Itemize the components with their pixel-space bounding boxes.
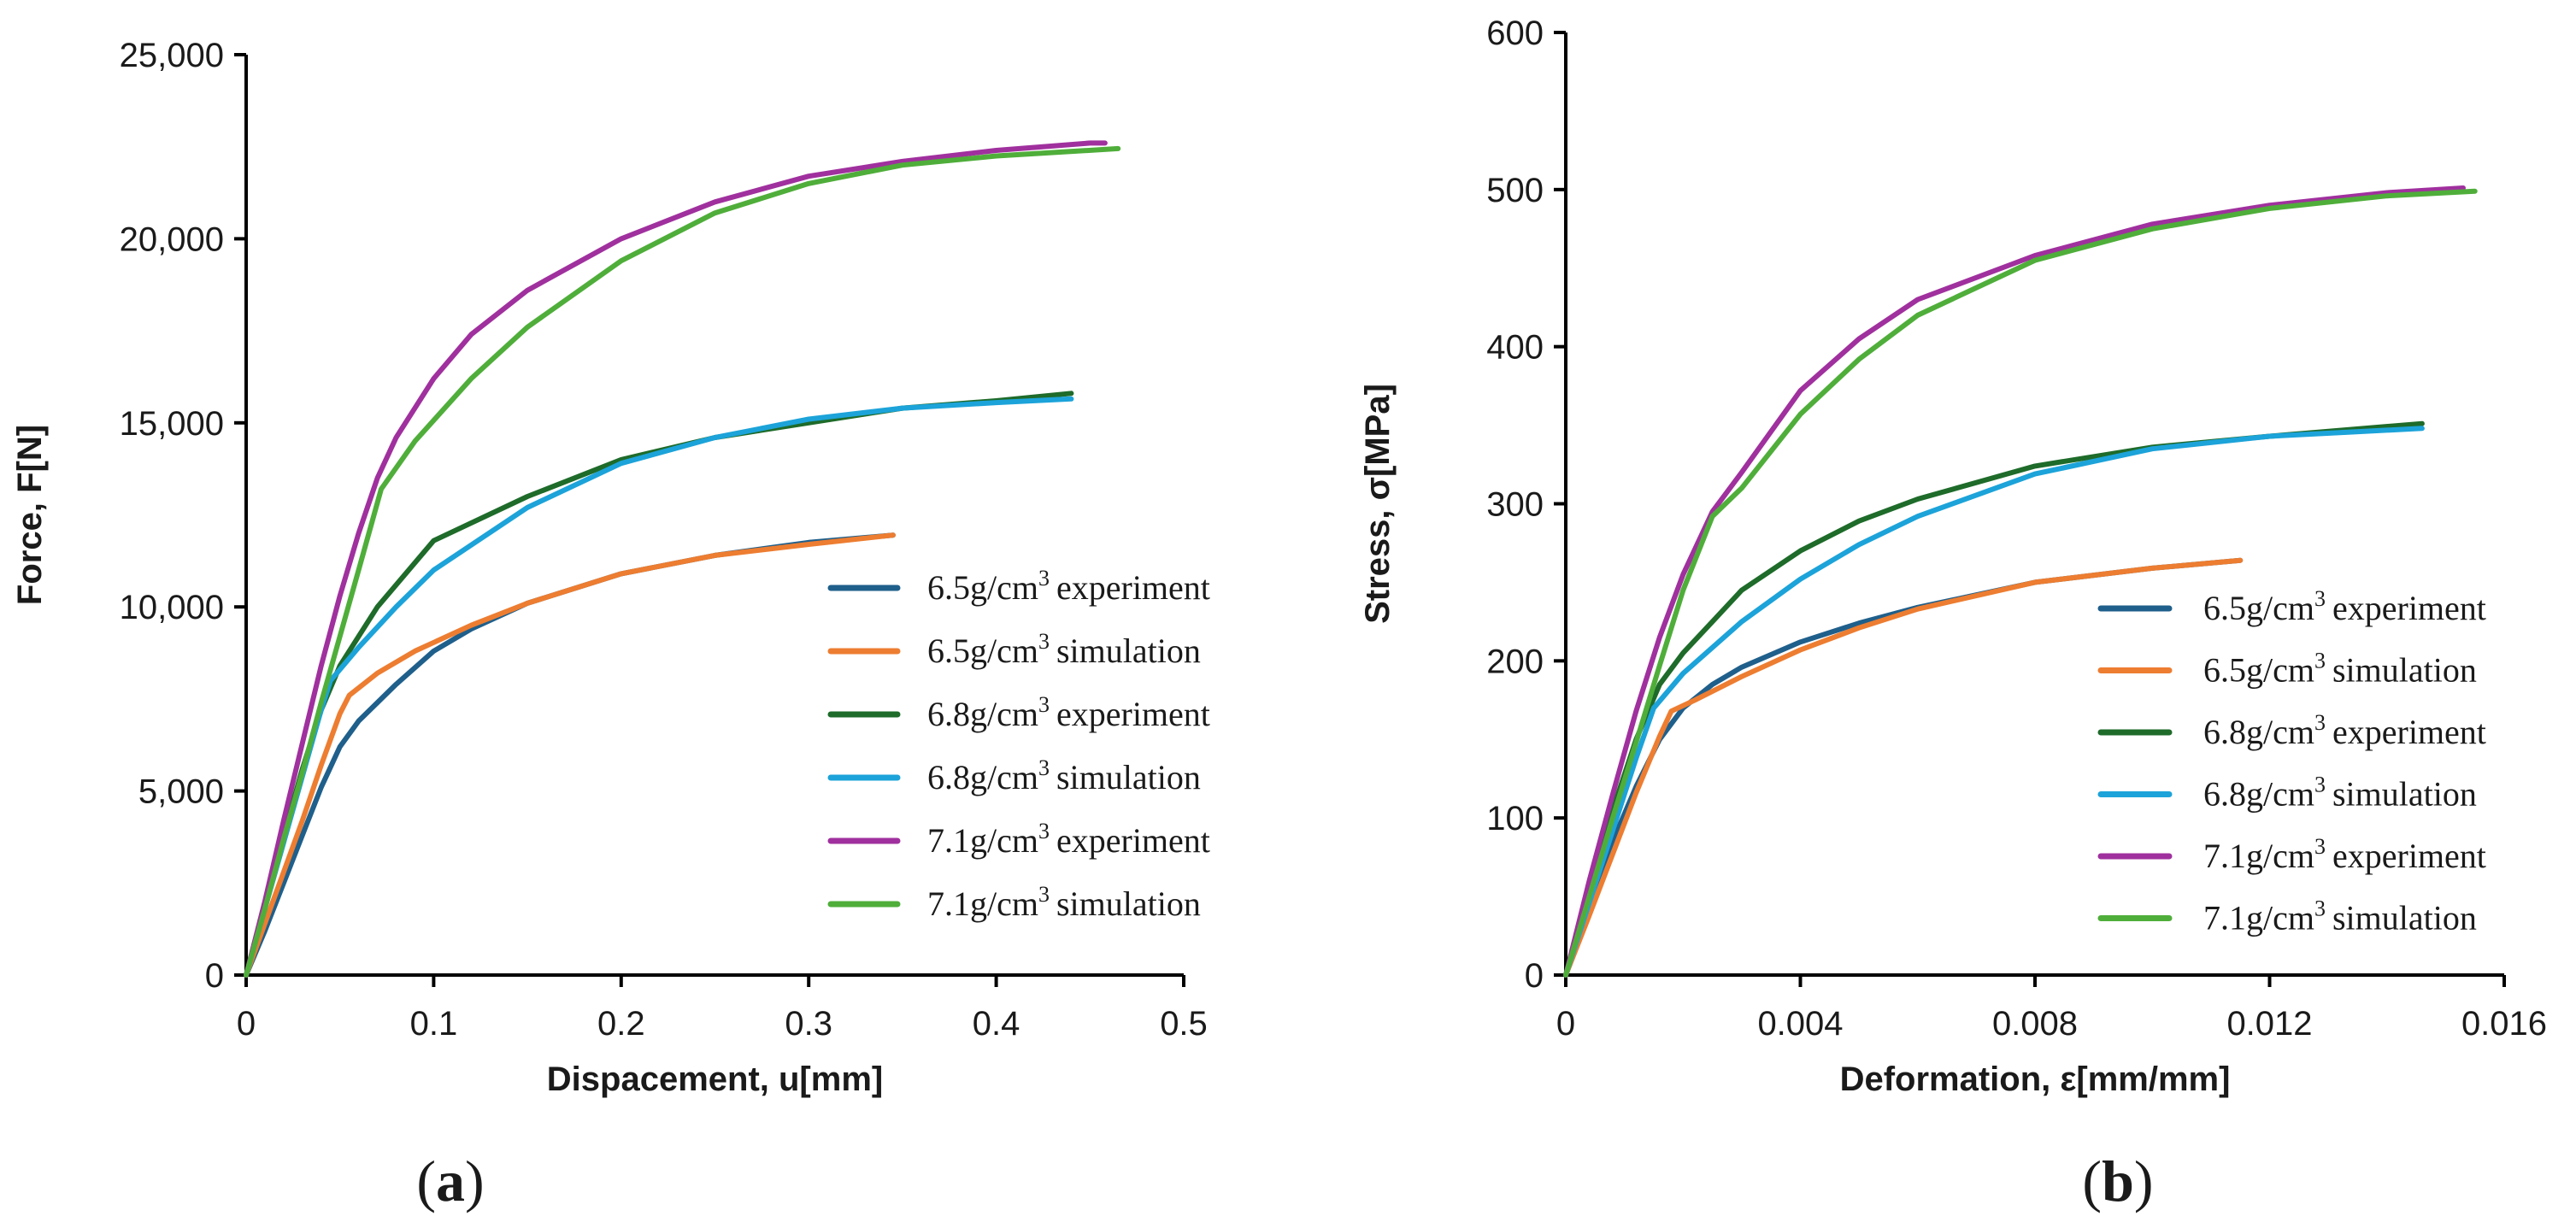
legend-entry-label: 6.8g/cm3 simulation: [927, 755, 1201, 796]
y-tick-label: 0: [1525, 957, 1544, 995]
y-tick-label: 300: [1486, 486, 1544, 524]
y-tick-label: 0: [205, 957, 224, 995]
legend-entry-label: 6.5g/cm3 simulation: [927, 629, 1201, 670]
y-tick-label: 100: [1486, 800, 1544, 837]
legend: 6.5g/cm3 experiment 6.5g/cm3 simulation 6.8g…: [827, 566, 1210, 923]
y-tick-label: 15,000: [120, 405, 224, 443]
y-tick-label: 600: [1486, 15, 1544, 52]
y-tick-label: 10,000: [120, 589, 224, 626]
series-line-7.1g-cm3-simulation: [1563, 188, 2478, 978]
y-tick-label: 500: [1486, 172, 1544, 209]
y-axis-title: Stress, σ[MPa]: [1359, 384, 1397, 624]
series-line-6.5g-cm3-experiment: [244, 532, 896, 978]
legend-entry-label: 7.1g/cm3 simulation: [927, 882, 1201, 923]
x-tick-label: 0.004: [1757, 1005, 1843, 1043]
y-tick-label: 200: [1486, 643, 1544, 680]
x-tick-label: 0.2: [597, 1005, 645, 1043]
series-line-7.1g-cm3-simulation: [244, 145, 1121, 978]
y-tick-label: 5,000: [138, 773, 224, 811]
panel-label: (b): [2082, 1149, 2153, 1213]
legend-entry-label: 6.5g/cm3 experiment: [927, 566, 1210, 607]
x-axis-title: Dispacement, u[mm]: [547, 1061, 883, 1098]
legend-entry-label: 6.5g/cm3 experiment: [2203, 586, 2486, 627]
x-tick-label: 0.012: [2226, 1005, 2312, 1043]
x-tick-label: 0.008: [1992, 1005, 2078, 1043]
legend-entry-label: 6.8g/cm3 experiment: [927, 692, 1210, 733]
chart-panel-a: 0 5,000 10,000 15,000 20,000 25,000 0 0.1 0.2 0.3…: [11, 37, 1210, 1213]
series-line-7.1g-cm3-experiment: [1563, 185, 2466, 978]
series-line-6.8g-cm3-simulation: [1563, 426, 2425, 978]
y-tick-label: 25,000: [120, 37, 224, 74]
legend-entry-label: 7.1g/cm3 simulation: [2203, 896, 2477, 937]
x-tick-label: 0: [237, 1005, 256, 1043]
series-line-6.5g-cm3-simulation: [1563, 557, 2244, 978]
x-tick-label: 0.1: [410, 1005, 458, 1043]
legend-entry-label: 7.1g/cm3 experiment: [2203, 834, 2486, 875]
x-tick-label: 0.5: [1160, 1005, 1208, 1043]
y-tick-label: 400: [1486, 329, 1544, 367]
legend-entry-label: 7.1g/cm3 experiment: [927, 819, 1210, 860]
x-tick-label: 0.3: [785, 1005, 832, 1043]
legend-entry-label: 6.8g/cm3 experiment: [2203, 710, 2486, 751]
x-tick-label: 0.016: [2461, 1005, 2547, 1043]
chart-panel-b: 0 100 200 300 400 500 600 0 0.004 0.008 0.012 0.016…: [1359, 15, 2547, 1213]
x-tick-label: 0: [1556, 1005, 1575, 1043]
legend: 6.5g/cm3 experiment 6.5g/cm3 simulation 6.8g…: [2097, 586, 2486, 937]
y-axis-title: Force, F[N]: [11, 425, 49, 605]
panel-label: (a): [416, 1149, 484, 1213]
x-axis-title: Deformation, ε[mm/mm]: [1840, 1061, 2231, 1098]
series-line-6.5g-cm3-simulation: [244, 532, 896, 978]
y-tick-label: 20,000: [120, 220, 224, 258]
x-tick-label: 0.4: [973, 1005, 1020, 1043]
series-line-7.1g-cm3-experiment: [244, 140, 1108, 978]
legend-entry-label: 6.8g/cm3 simulation: [2203, 773, 2477, 814]
legend-entry-label: 6.5g/cm3 simulation: [2203, 649, 2477, 690]
